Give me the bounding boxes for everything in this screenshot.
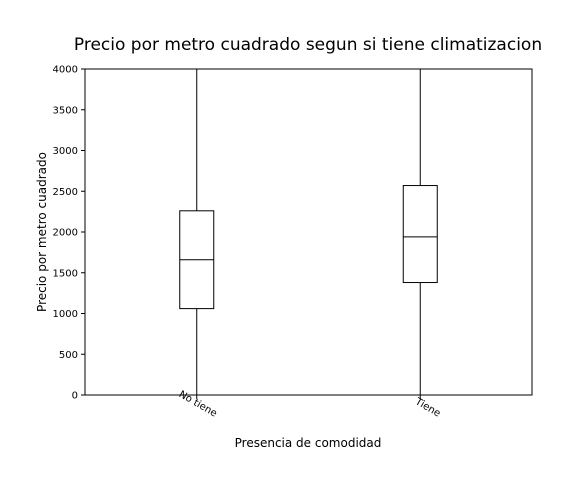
y-tick-label: 4000 <box>53 65 78 76</box>
y-tick-label: 1000 <box>53 309 78 320</box>
y-tick-label: 2500 <box>53 187 78 198</box>
box-tiene <box>402 69 438 395</box>
x-tick-label: No tiene <box>177 389 219 420</box>
x-axis-label: Presencia de comodidad <box>235 436 382 450</box>
y-tick-label: 3500 <box>53 105 78 116</box>
plot-area-frame <box>84 68 533 396</box>
y-tick-label: 1500 <box>53 268 78 279</box>
y-axis: 0 500 1000 1500 2000 2500 3000 3500 4000 <box>53 65 85 402</box>
x-tick-label: Tiene <box>412 396 442 420</box>
chart-title: Precio por metro cuadrado segun si tiene… <box>74 35 542 55</box>
y-tick-label: 500 <box>59 350 78 361</box>
y-tick-label: 2000 <box>53 228 78 239</box>
y-tick-label: 0 <box>72 391 78 402</box>
box-series <box>179 69 438 395</box>
box-no-tiene <box>179 69 215 395</box>
iqr-box <box>402 185 438 284</box>
x-axis: No tiene Tiene <box>177 389 442 420</box>
y-axis-label: Precio por metro cuadrado <box>35 152 49 312</box>
y-tick-label: 3000 <box>53 146 78 157</box>
